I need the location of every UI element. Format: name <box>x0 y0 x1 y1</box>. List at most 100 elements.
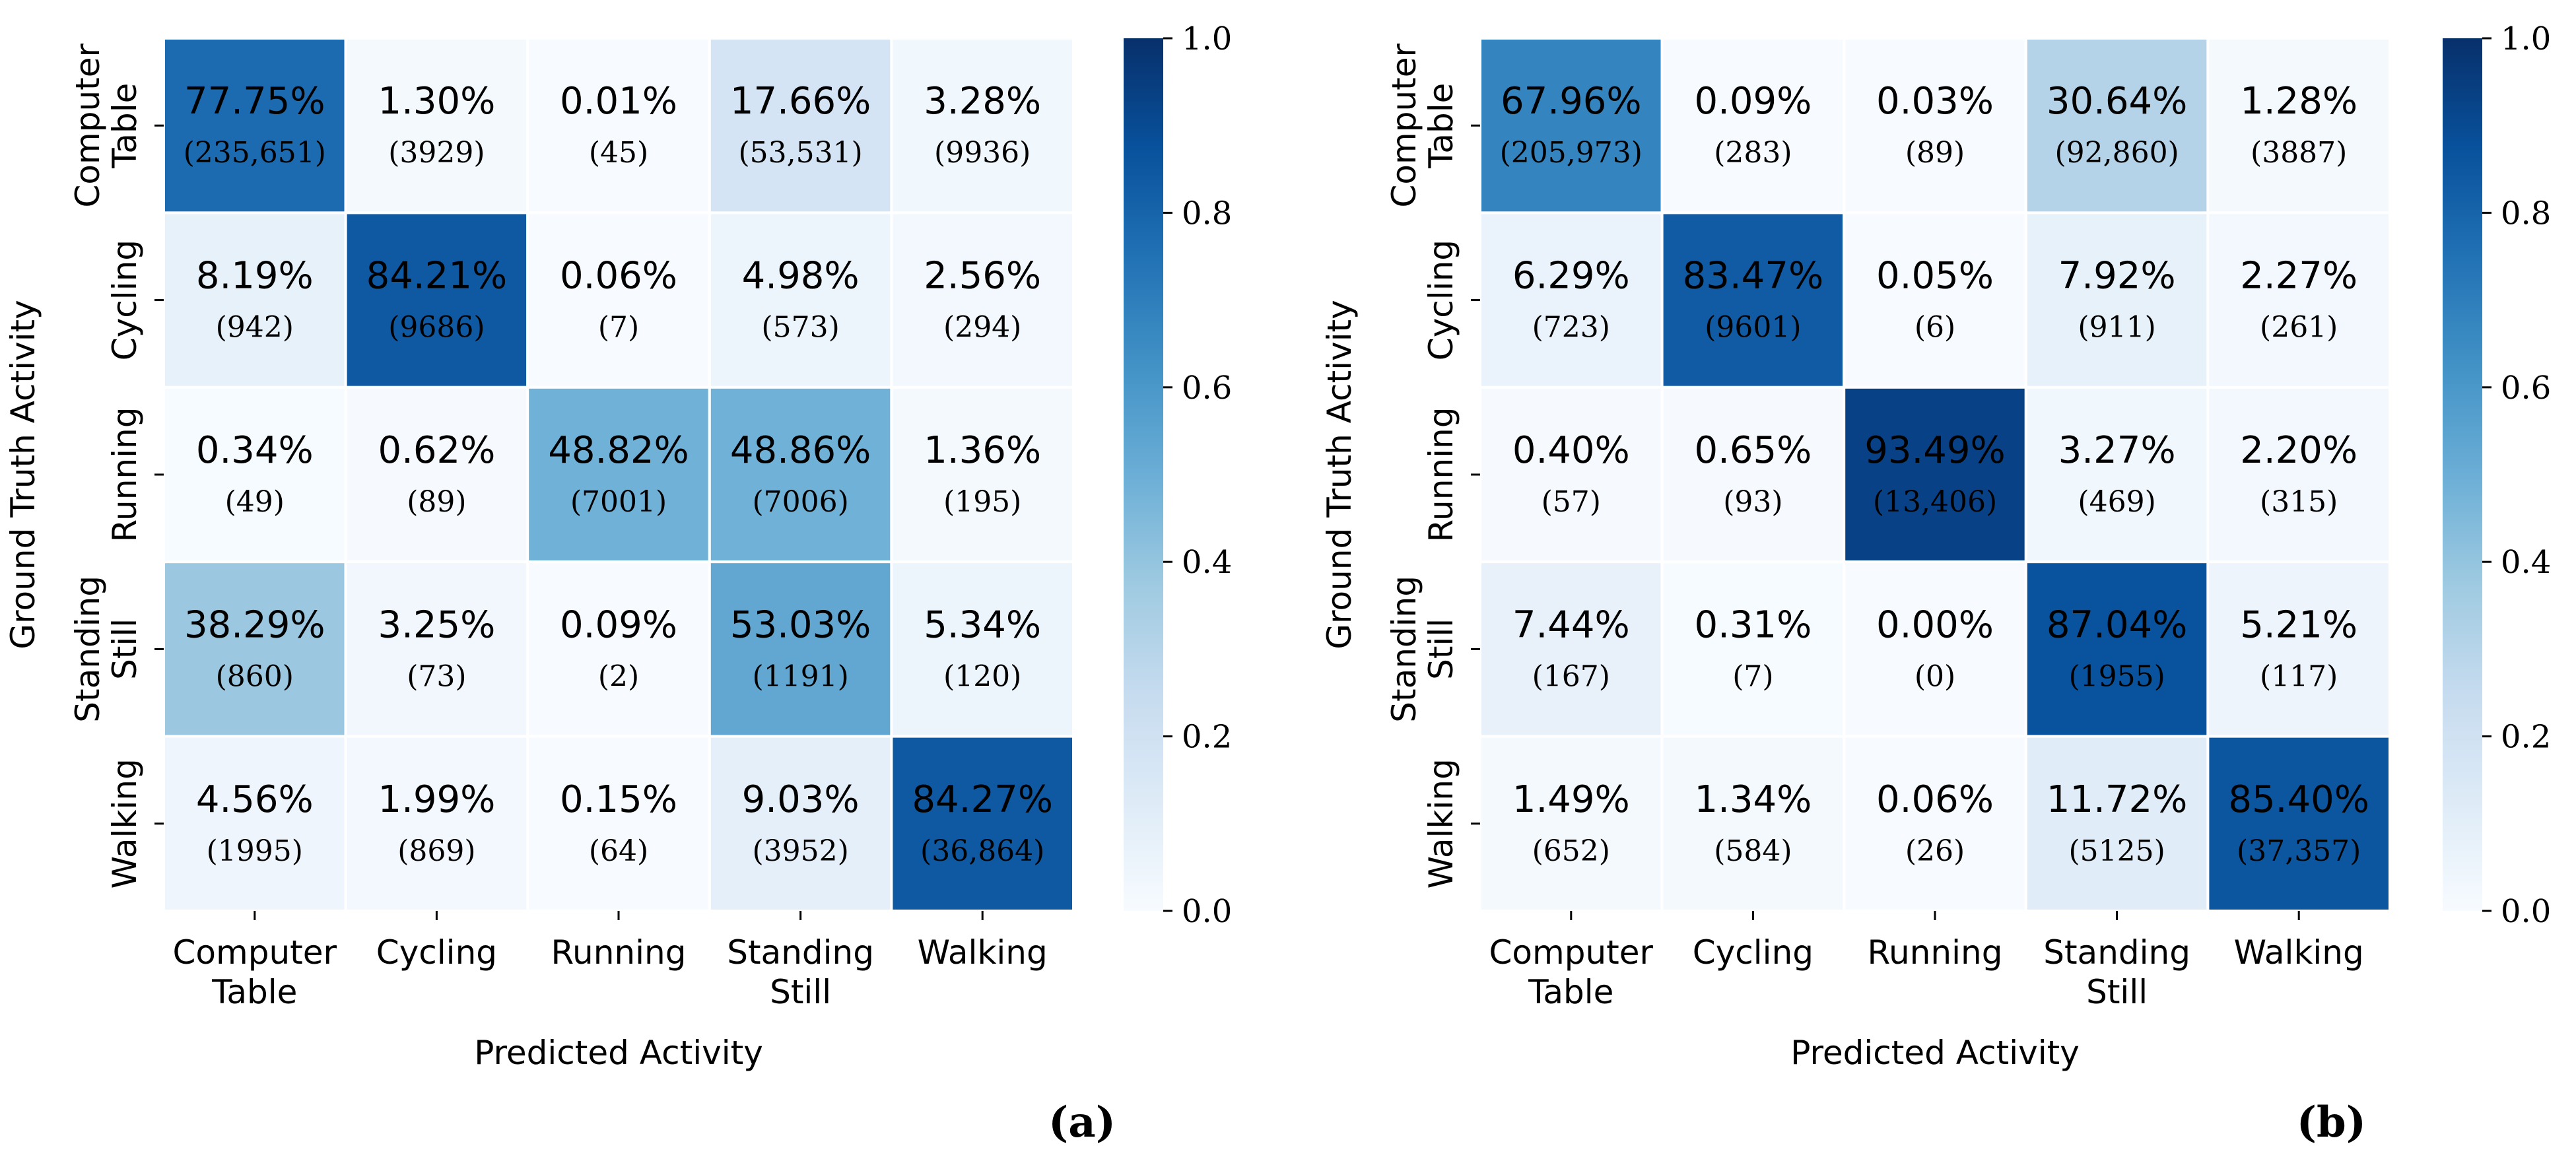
heatmap-cell <box>344 560 529 738</box>
cell-count-label: (0) <box>1915 659 1955 693</box>
y-tick-label: Cycling <box>106 240 144 360</box>
cell-count-label: (64) <box>589 834 648 868</box>
heatmap-cell <box>708 211 893 389</box>
colorbar-tick-label: 0.2 <box>2501 719 2551 756</box>
heatmap-cell <box>890 385 1075 564</box>
heatmap-cell <box>1660 385 1846 564</box>
y-tick-label: Computer <box>69 43 107 207</box>
cell-count-label: (283) <box>1714 136 1792 170</box>
heatmap-cell <box>2206 560 2391 738</box>
y-tick-label: Cycling <box>1422 240 1460 360</box>
x-tick-label: Standing <box>727 933 874 972</box>
cell-percent-label: 0.06% <box>560 255 677 298</box>
cell-count-label: (120) <box>943 659 1021 693</box>
cell-count-label: (573) <box>761 311 839 345</box>
cell-percent-label: 4.98% <box>742 255 860 298</box>
x-axis-label: Predicted Activity <box>1790 1034 2080 1072</box>
cell-percent-label: 0.40% <box>1512 429 1630 472</box>
cell-percent-label: 83.47% <box>1683 255 1824 298</box>
x-tick-label: Walking <box>918 933 1048 972</box>
cell-count-label: (261) <box>2260 311 2338 345</box>
cell-percent-label: 53.03% <box>730 603 871 646</box>
cell-count-label: (49) <box>225 485 285 519</box>
cell-count-label: (37,357) <box>2237 834 2361 868</box>
heatmap-cell <box>2024 37 2210 215</box>
colorbar <box>2443 38 2482 911</box>
cell-percent-label: 8.19% <box>196 255 314 298</box>
cell-count-label: (7001) <box>570 485 667 519</box>
heatmap-cell <box>890 735 1075 912</box>
heatmap-cell <box>344 37 529 215</box>
y-tick-label: Standing <box>1385 576 1423 723</box>
heatmap-cell <box>1479 735 1664 912</box>
cell-count-label: (9686) <box>388 311 485 345</box>
colorbar-tick-label: 0.8 <box>1182 195 1232 232</box>
cell-percent-label: 7.44% <box>1512 603 1630 646</box>
cell-percent-label: 2.56% <box>924 255 1041 298</box>
y-tick-label: Walking <box>1422 758 1460 888</box>
x-tick-label: Standing <box>2043 933 2190 972</box>
cell-count-label: (723) <box>1532 311 1610 345</box>
heatmap-cell <box>526 735 711 912</box>
panel-label: (a) <box>1048 1098 1116 1147</box>
x-tick-label: Table <box>1528 973 1613 1011</box>
cell-percent-label: 0.03% <box>1876 80 1994 123</box>
y-tick-label: Computer <box>1385 43 1423 207</box>
cell-percent-label: 7.92% <box>2058 255 2176 298</box>
cell-percent-label: 1.36% <box>924 429 1041 472</box>
heatmap-cell <box>526 385 711 564</box>
heatmap-cell <box>1660 211 1846 389</box>
heatmap-cell <box>1843 560 2027 738</box>
cell-count-label: (36,864) <box>920 834 1044 868</box>
cell-count-label: (5125) <box>2068 834 2165 868</box>
cell-percent-label: 0.34% <box>196 429 314 472</box>
cell-count-label: (1995) <box>207 834 303 868</box>
cell-count-label: (7006) <box>752 485 848 519</box>
cell-percent-label: 9.03% <box>742 778 860 821</box>
cell-count-label: (9601) <box>1705 311 1801 345</box>
cell-percent-label: 2.20% <box>2240 429 2357 472</box>
cell-count-label: (584) <box>1714 834 1792 868</box>
colorbar-tick-label: 0.6 <box>2501 370 2551 407</box>
x-tick-label: Computer <box>173 933 337 972</box>
panel-label: (b) <box>2297 1098 2366 1147</box>
cell-percent-label: 84.21% <box>366 255 508 298</box>
cell-count-label: (167) <box>1532 659 1610 693</box>
cell-count-label: (3887) <box>2251 136 2347 170</box>
cell-count-label: (57) <box>1542 485 1601 519</box>
y-tick-label: Still <box>1422 618 1460 680</box>
heatmap-cell <box>708 735 893 912</box>
x-tick-label: Still <box>770 973 831 1011</box>
cell-percent-label: 0.00% <box>1876 603 1994 646</box>
heatmap-cell <box>1660 735 1846 912</box>
cell-percent-label: 6.29% <box>1512 255 1630 298</box>
cell-percent-label: 1.28% <box>2240 80 2357 123</box>
colorbar-tick-label: 1.0 <box>2501 20 2551 57</box>
heatmap-cell <box>1660 37 1846 215</box>
y-axis-label: Ground Truth Activity <box>4 300 42 649</box>
heatmap-cell <box>708 560 893 738</box>
cell-percent-label: 3.27% <box>2058 429 2176 472</box>
heatmap-cell <box>708 385 893 564</box>
heatmap-cell <box>1843 211 2027 389</box>
cell-percent-label: 67.96% <box>1501 80 1642 123</box>
cell-percent-label: 0.09% <box>1694 80 1812 123</box>
heatmap-panel-a: 77.75% (235,651) 1.30% (3929) 0.01% (45) 17.66… <box>4 20 1232 1147</box>
heatmap-cell <box>1843 385 2027 564</box>
cell-percent-label: 11.72% <box>2047 778 2188 821</box>
cell-count-label: (3952) <box>752 834 848 868</box>
cell-count-label: (942) <box>216 311 294 345</box>
cell-percent-label: 1.34% <box>1694 778 1812 821</box>
heatmap-cell <box>162 37 347 215</box>
heatmap-cell <box>344 385 529 564</box>
heatmap-cell <box>162 211 347 389</box>
cell-count-label: (89) <box>407 485 466 519</box>
cell-count-label: (6) <box>1915 311 1955 345</box>
colorbar-tick-label: 0.0 <box>2501 893 2551 930</box>
y-axis-label: Ground Truth Activity <box>1320 300 1359 649</box>
colorbar <box>1124 38 1163 911</box>
heatmap-cell <box>344 735 529 912</box>
colorbar-tick-label: 0.2 <box>1182 719 1232 756</box>
cell-count-label: (1955) <box>2068 659 2165 693</box>
